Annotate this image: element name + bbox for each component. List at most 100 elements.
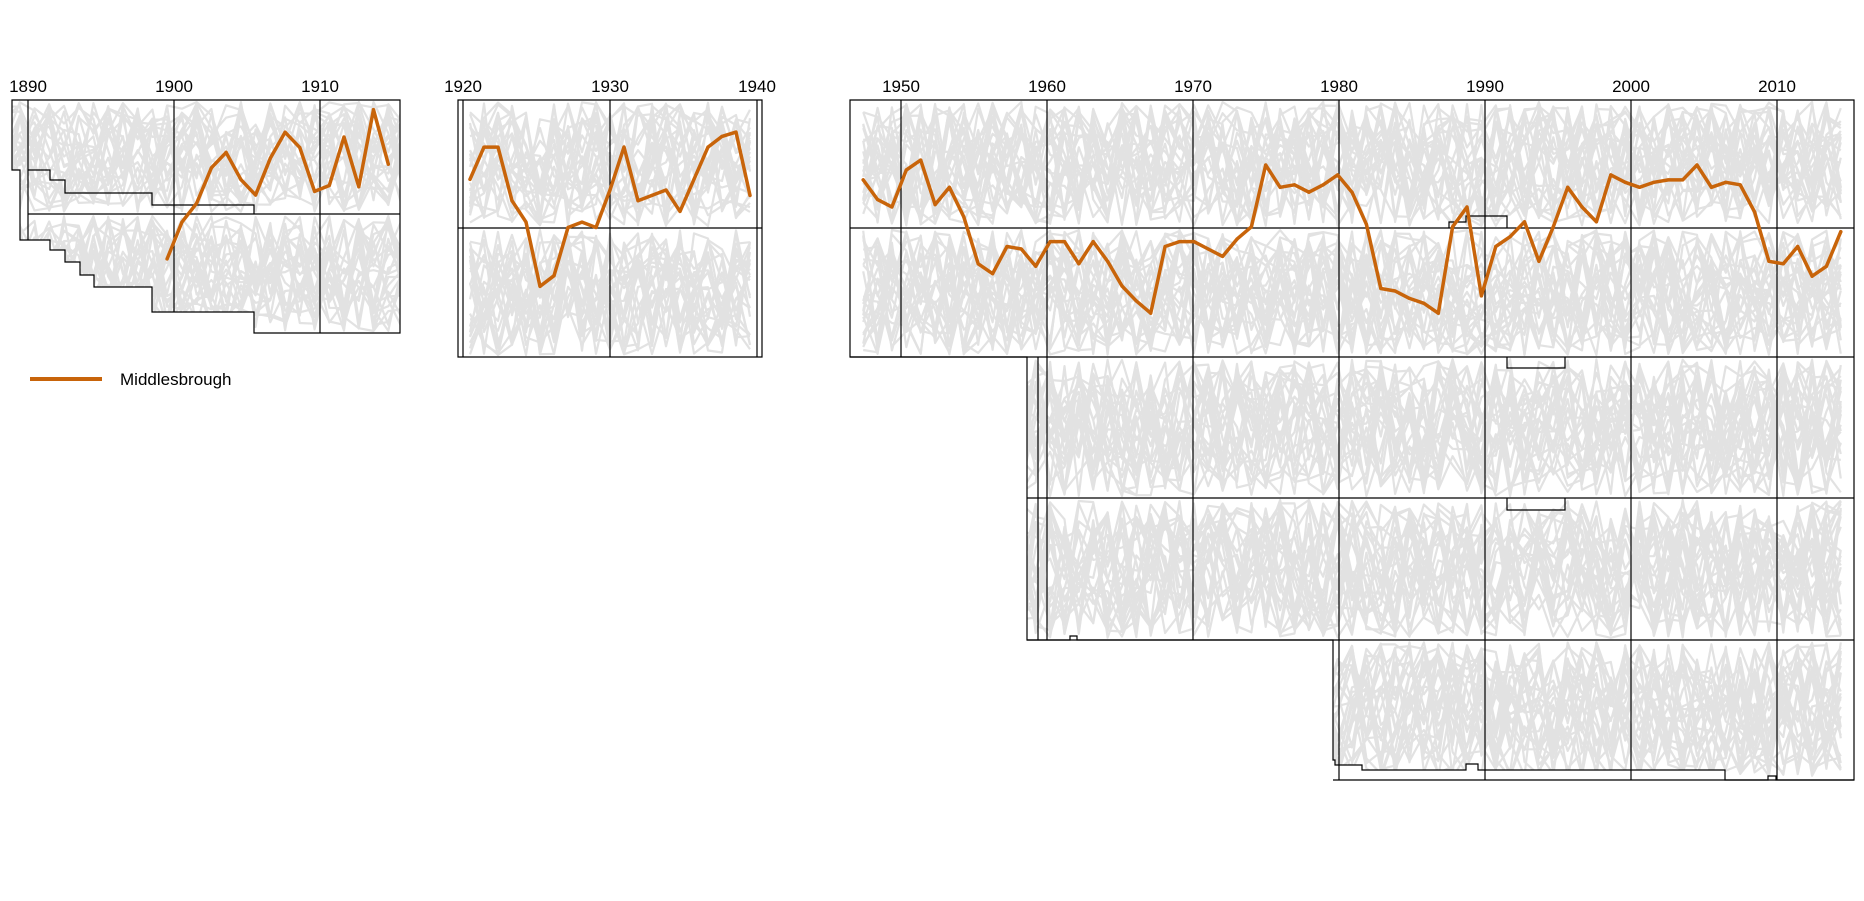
- data-point: [1709, 185, 1713, 189]
- background-line: [862, 101, 1842, 221]
- background-line: [862, 231, 1842, 355]
- data-point: [482, 145, 486, 149]
- data-point: [283, 130, 287, 134]
- data-point: [1062, 240, 1067, 244]
- background-line: [862, 101, 1842, 225]
- data-point: [342, 135, 346, 139]
- data-point: [1307, 190, 1311, 194]
- data-point: [706, 145, 710, 149]
- data-point: [1666, 178, 1670, 182]
- data-point: [933, 203, 937, 207]
- data-point: [1436, 311, 1440, 315]
- data-point: [947, 185, 952, 189]
- data-point: [1321, 183, 1325, 187]
- panel-frame-2: [457, 99, 763, 358]
- data-point: [1350, 190, 1354, 194]
- x-tick-label: 1930: [591, 77, 629, 96]
- data-point: [1206, 247, 1210, 251]
- data-point: [468, 177, 472, 181]
- data-point: [1048, 240, 1052, 244]
- panel-outline: [457, 99, 763, 358]
- tick-labels-layer: 1890 1900 1910 1920 1930 1940 1950 1960 1970 1980…: [9, 77, 1796, 96]
- data-point: [1724, 180, 1728, 184]
- x-tick-label: 2000: [1612, 77, 1650, 96]
- data-point: [1479, 294, 1483, 298]
- data-point: [165, 257, 169, 261]
- background-line: [12, 101, 400, 207]
- data-point: [209, 166, 213, 170]
- data-point: [904, 168, 908, 172]
- background-line: [862, 100, 1842, 225]
- data-point: [1681, 178, 1685, 182]
- data-point: [1336, 173, 1340, 177]
- data-point: [1652, 180, 1656, 184]
- data-point: [1465, 205, 1469, 209]
- background-line: [862, 229, 1842, 356]
- data-point: [268, 156, 272, 160]
- x-tick-label: 1940: [738, 77, 776, 96]
- data-point: [1407, 296, 1412, 300]
- background-line: [862, 229, 1842, 355]
- panel-group-boundary: [1448, 215, 1566, 511]
- data-point: [664, 188, 668, 192]
- data-point: [1810, 274, 1814, 278]
- x-tick-label: 1960: [1028, 77, 1066, 96]
- data-point: [1192, 240, 1196, 244]
- data-point: [594, 225, 598, 230]
- data-point: [1594, 220, 1598, 224]
- panel-group-boundary: [28, 169, 255, 214]
- data-point: [1034, 264, 1038, 268]
- background-lines-layer: [12, 100, 1842, 780]
- data-point: [357, 185, 361, 189]
- x-tick-label: 2010: [1758, 77, 1796, 96]
- data-point: [371, 108, 376, 112]
- data-point: [1149, 311, 1153, 315]
- background-line: [12, 101, 400, 192]
- data-point: [1264, 163, 1268, 167]
- data-point: [734, 130, 738, 134]
- data-point: [510, 199, 514, 203]
- data-point: [636, 199, 640, 203]
- x-tick-label: 1950: [882, 77, 920, 96]
- background-lines-panel-3: [862, 100, 1842, 780]
- data-point: [538, 284, 542, 288]
- data-point: [692, 177, 696, 181]
- background-line: [862, 103, 1842, 227]
- panel-frame-1: [11, 99, 401, 334]
- x-tick-label: 1990: [1466, 77, 1504, 96]
- data-point: [313, 189, 317, 193]
- data-point: [1393, 289, 1397, 293]
- data-point: [1839, 230, 1843, 234]
- legend: Middlesbrough: [30, 370, 232, 389]
- data-point: [919, 158, 923, 162]
- data-point: [1005, 244, 1009, 249]
- data-point: [1177, 240, 1182, 244]
- data-point: [1278, 185, 1282, 189]
- data-point: [254, 193, 258, 197]
- data-point: [1753, 210, 1757, 214]
- x-tick-label: 1920: [444, 77, 482, 96]
- data-point: [1106, 259, 1110, 263]
- background-line: [862, 231, 1842, 356]
- data-point: [720, 134, 724, 138]
- data-point: [1134, 299, 1138, 303]
- data-point: [890, 205, 894, 209]
- background-line: [862, 229, 1842, 355]
- data-point: [1522, 220, 1527, 224]
- data-point: [552, 274, 556, 278]
- data-point: [1451, 225, 1455, 229]
- series-line-middlesbrough-panel-1: [165, 107, 391, 261]
- data-point: [496, 145, 500, 149]
- data-point: [1292, 183, 1297, 187]
- data-point: [861, 178, 865, 182]
- data-point: [580, 220, 584, 224]
- data-point: [991, 272, 995, 276]
- data-point: [524, 220, 528, 224]
- data-point: [1422, 301, 1426, 305]
- data-point: [1566, 185, 1570, 189]
- background-line: [862, 232, 1842, 353]
- data-point: [1364, 222, 1368, 226]
- panel-outline: [849, 99, 1855, 781]
- data-point: [1738, 183, 1742, 187]
